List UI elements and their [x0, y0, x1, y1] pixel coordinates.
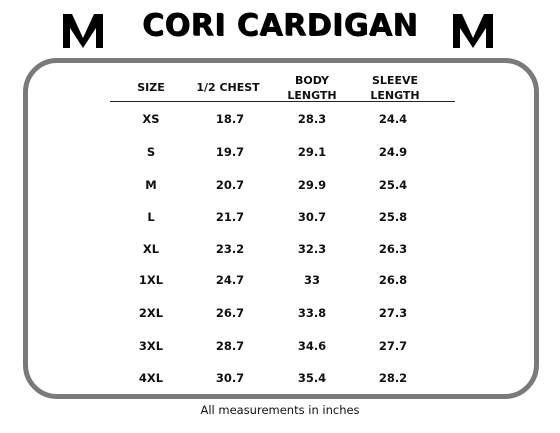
header-line1: SIZE — [137, 81, 165, 94]
body-length-cell: 28.3 — [297, 112, 327, 126]
size-cell: S — [146, 145, 156, 159]
v-logo-icon-left — [63, 14, 103, 48]
page-title: CORI CARDIGAN — [141, 8, 419, 43]
chest-cell: 21.7 — [215, 210, 245, 224]
size-cell: 1XL — [138, 273, 164, 287]
sleeve-length-cell: 28.2 — [378, 371, 408, 385]
size-chart-frame — [23, 58, 539, 399]
sleeve-length-cell: 27.7 — [378, 339, 408, 353]
header-line1: SLEEVE — [372, 74, 418, 87]
body-length-cell: 34.6 — [297, 339, 327, 353]
header-line1: 1/2 CHEST — [196, 81, 260, 94]
chest-cell: 19.7 — [215, 145, 245, 159]
sleeve-length-cell: 25.4 — [378, 178, 408, 192]
sleeve-length-cell: 26.8 — [378, 273, 408, 287]
body-length-cell: 30.7 — [297, 210, 327, 224]
header-line1: BODY — [294, 74, 330, 87]
chest-cell: 26.7 — [215, 306, 245, 320]
size-cell: XL — [142, 242, 160, 256]
size-cell: 4XL — [138, 371, 164, 385]
header-line2: LENGTH — [370, 89, 420, 102]
v-logo-icon-right — [453, 14, 493, 48]
header-divider — [110, 101, 455, 102]
chest-cell: 28.7 — [215, 339, 245, 353]
size-cell: M — [145, 178, 157, 192]
body-length-cell: 35.4 — [297, 371, 327, 385]
header-sleeve-length: SLEEVE LENGTH — [362, 73, 428, 103]
body-length-cell: 33.8 — [297, 306, 327, 320]
sleeve-length-cell: 26.3 — [378, 242, 408, 256]
footer-note: All measurements in inches — [200, 403, 360, 417]
sleeve-length-cell: 27.3 — [378, 306, 408, 320]
chest-cell: 18.7 — [215, 112, 245, 126]
header-size: SIZE — [125, 80, 177, 95]
sleeve-length-cell: 25.8 — [378, 210, 408, 224]
sleeve-length-cell: 24.9 — [378, 145, 408, 159]
body-length-cell: 29.1 — [297, 145, 327, 159]
chest-cell: 24.7 — [215, 273, 245, 287]
header-line2: LENGTH — [287, 89, 337, 102]
body-length-cell: 33 — [303, 273, 320, 287]
header-body-length: BODY LENGTH — [280, 73, 344, 103]
chest-cell: 23.2 — [215, 242, 245, 256]
size-cell: L — [147, 210, 155, 224]
size-cell: 2XL — [138, 306, 164, 320]
size-cell: 3XL — [138, 339, 164, 353]
sleeve-length-cell: 24.4 — [378, 112, 408, 126]
chest-cell: 20.7 — [215, 178, 245, 192]
body-length-cell: 32.3 — [297, 242, 327, 256]
body-length-cell: 29.9 — [297, 178, 327, 192]
size-cell: XS — [142, 112, 160, 126]
chest-cell: 30.7 — [215, 371, 245, 385]
header-chest: 1/2 CHEST — [193, 80, 263, 95]
